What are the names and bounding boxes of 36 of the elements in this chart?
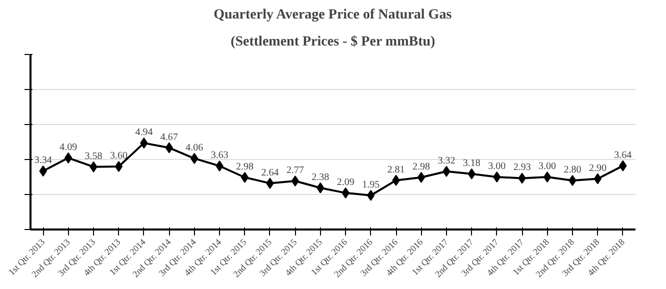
data-label: 4.94 [135, 127, 153, 138]
data-label: 3.00 [488, 161, 506, 172]
chart-title: Quarterly Average Price of Natural Gas [214, 8, 452, 22]
point [291, 176, 300, 187]
data-label: 2.80 [564, 164, 582, 176]
data-label: 2.98 [236, 161, 254, 172]
data-label: 3.18 [462, 158, 480, 169]
data-label: 3.34 [34, 155, 52, 166]
data-label: 4.09 [60, 142, 78, 153]
data-label: 3.63 [210, 150, 228, 161]
point [240, 172, 249, 183]
point [366, 190, 375, 201]
data-label: 3.58 [84, 150, 102, 162]
point [543, 172, 552, 182]
point [417, 172, 426, 183]
data-label: 3.60 [110, 150, 128, 162]
chart-subtitle: (Settlement Prices - $ Per mmBtu) [230, 34, 436, 50]
data-label: 2.81 [387, 164, 405, 176]
data-label: 3.00 [538, 161, 556, 172]
data-label: 2.90 [588, 162, 606, 174]
data-label: 4.67 [160, 132, 178, 143]
data-label: 3.64 [614, 150, 632, 161]
data-label: 2.98 [412, 161, 430, 172]
data-label: 2.64 [261, 167, 279, 178]
point [114, 161, 123, 172]
point [64, 152, 72, 164]
point [493, 172, 501, 182]
data-label: 3.32 [438, 155, 456, 166]
data-label: 2.38 [312, 172, 330, 183]
data-label: 1.95 [362, 179, 380, 190]
data-label: 4.06 [186, 142, 204, 154]
data-label: 2.77 [286, 165, 304, 176]
point [594, 173, 602, 184]
data-label: 2.93 [513, 162, 531, 174]
data-label: 2.09 [336, 176, 354, 188]
point [568, 175, 576, 186]
